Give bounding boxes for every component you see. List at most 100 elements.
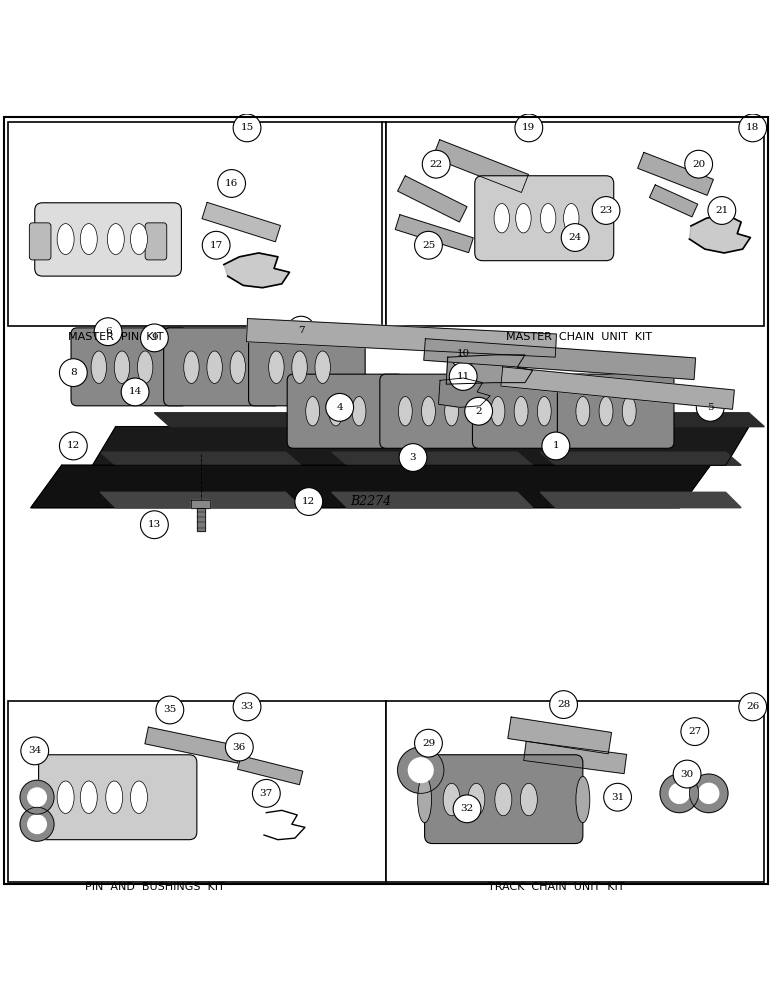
Text: 31: 31 <box>611 793 625 802</box>
Circle shape <box>415 231 442 259</box>
Polygon shape <box>432 140 529 192</box>
Bar <box>386 701 764 882</box>
FancyBboxPatch shape <box>35 203 181 276</box>
Ellipse shape <box>576 397 590 426</box>
Circle shape <box>561 224 589 251</box>
Ellipse shape <box>106 781 123 813</box>
Text: 33: 33 <box>240 702 254 711</box>
FancyBboxPatch shape <box>29 223 51 260</box>
Text: 30: 30 <box>680 770 694 779</box>
Circle shape <box>20 780 54 814</box>
Text: 20: 20 <box>692 160 706 169</box>
Circle shape <box>398 747 444 793</box>
Circle shape <box>681 718 709 745</box>
Ellipse shape <box>599 397 613 426</box>
Ellipse shape <box>491 397 505 426</box>
Polygon shape <box>197 508 205 531</box>
Ellipse shape <box>57 224 74 255</box>
Ellipse shape <box>80 224 97 255</box>
Circle shape <box>141 511 168 539</box>
Ellipse shape <box>207 351 222 383</box>
Ellipse shape <box>495 783 512 816</box>
Text: 25: 25 <box>422 241 435 250</box>
Circle shape <box>708 197 736 224</box>
Circle shape <box>550 691 577 718</box>
Bar <box>8 122 386 326</box>
Circle shape <box>515 114 543 142</box>
Polygon shape <box>93 427 749 465</box>
Text: 11: 11 <box>456 372 470 381</box>
FancyBboxPatch shape <box>71 328 188 406</box>
Ellipse shape <box>494 204 510 233</box>
Ellipse shape <box>540 204 556 233</box>
Circle shape <box>673 760 701 788</box>
Text: 8: 8 <box>70 368 76 377</box>
Circle shape <box>669 783 689 803</box>
Polygon shape <box>191 500 210 508</box>
Circle shape <box>202 231 230 259</box>
Ellipse shape <box>329 397 343 426</box>
Text: B2274: B2274 <box>350 495 391 508</box>
Text: 34: 34 <box>28 746 42 755</box>
Circle shape <box>141 324 168 352</box>
FancyBboxPatch shape <box>557 374 674 448</box>
Ellipse shape <box>130 224 147 255</box>
Text: 15: 15 <box>240 123 254 132</box>
Polygon shape <box>508 717 611 754</box>
Circle shape <box>218 170 245 197</box>
Circle shape <box>415 729 442 757</box>
Polygon shape <box>332 452 533 465</box>
Text: 29: 29 <box>422 739 435 748</box>
Text: 5: 5 <box>707 403 713 412</box>
Ellipse shape <box>514 397 528 426</box>
Polygon shape <box>246 319 557 357</box>
Text: 35: 35 <box>163 705 177 714</box>
Text: 22: 22 <box>429 160 443 169</box>
Ellipse shape <box>306 397 320 426</box>
Text: 28: 28 <box>557 700 571 709</box>
Ellipse shape <box>315 351 330 383</box>
Circle shape <box>225 733 253 761</box>
Circle shape <box>28 815 46 834</box>
Ellipse shape <box>130 781 147 813</box>
Text: 14: 14 <box>128 387 142 396</box>
Polygon shape <box>31 465 710 508</box>
Polygon shape <box>438 378 490 407</box>
Circle shape <box>685 150 713 178</box>
Polygon shape <box>424 339 696 380</box>
Circle shape <box>59 359 87 387</box>
Text: 13: 13 <box>147 520 161 529</box>
Text: 6: 6 <box>105 327 111 336</box>
Polygon shape <box>145 727 241 763</box>
Text: 16: 16 <box>225 179 239 188</box>
Text: MASTER  PIN  KIT: MASTER PIN KIT <box>68 332 164 342</box>
Ellipse shape <box>107 224 124 255</box>
Circle shape <box>233 114 261 142</box>
FancyBboxPatch shape <box>249 328 365 406</box>
Polygon shape <box>224 253 290 288</box>
Polygon shape <box>154 413 340 427</box>
FancyBboxPatch shape <box>475 176 614 261</box>
Polygon shape <box>100 452 301 465</box>
FancyBboxPatch shape <box>287 374 404 448</box>
Text: TRACK  CHAIN  UNIT  KIT: TRACK CHAIN UNIT KIT <box>488 882 624 892</box>
Text: 10: 10 <box>456 349 470 358</box>
Polygon shape <box>202 202 280 242</box>
Circle shape <box>660 774 699 813</box>
Polygon shape <box>332 492 533 508</box>
Ellipse shape <box>91 351 107 383</box>
Circle shape <box>21 737 49 765</box>
Text: 7: 7 <box>298 326 304 335</box>
Polygon shape <box>540 492 741 508</box>
Ellipse shape <box>398 397 412 426</box>
Text: 19: 19 <box>522 123 536 132</box>
Circle shape <box>287 316 315 344</box>
Polygon shape <box>398 176 467 222</box>
Ellipse shape <box>564 204 579 233</box>
Circle shape <box>252 779 280 807</box>
Circle shape <box>604 783 631 811</box>
Ellipse shape <box>520 783 537 816</box>
FancyBboxPatch shape <box>164 328 280 406</box>
Polygon shape <box>371 413 556 427</box>
Text: 37: 37 <box>259 789 273 798</box>
